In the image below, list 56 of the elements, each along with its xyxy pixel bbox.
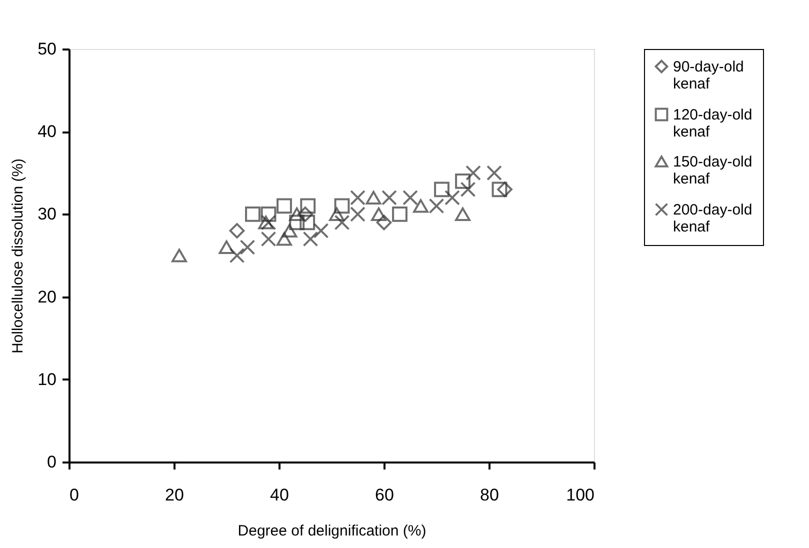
y-tick-label: 10 [38,370,56,389]
point [229,248,245,264]
point [300,214,316,230]
point [276,198,292,214]
point [289,214,305,230]
point [300,198,316,214]
point [260,206,276,222]
x-tick-label: 100 [566,486,594,504]
point [282,224,298,238]
point [371,207,386,222]
y-tick-label: 20 [38,287,56,306]
point [240,240,256,255]
point [402,190,418,206]
point [492,182,508,198]
x-tick-label: 20 [165,486,184,504]
y-tick-label: 50 [38,40,56,58]
point [486,165,502,181]
y-axis-title: Hollocellulose dissolution (%) [10,158,27,354]
point [455,207,470,222]
point [376,214,392,230]
legend-label: 150-day-old kenaf [673,154,752,188]
x-tick-label: 60 [375,486,394,504]
x-tick-label: 0 [70,486,79,504]
legend-label: 200-day-old kenaf [673,202,752,236]
point [460,182,476,198]
y-tick-label: 0 [47,452,56,472]
point [434,182,450,198]
point [245,206,260,222]
x-tick-label: 40 [270,486,289,504]
point [218,240,234,254]
point [392,206,408,222]
point [497,182,512,198]
x-axis-title: Degree of delignification (%) [238,522,426,540]
legend-label: 90-day-old kenaf [673,58,744,92]
point [298,206,313,222]
point [428,198,444,214]
point [444,190,460,206]
point [313,223,329,238]
point [289,207,305,222]
point [172,248,187,262]
point [455,173,470,189]
point [258,216,274,230]
point [302,231,318,247]
y-tick-label: 40 [38,122,56,142]
point [329,207,344,222]
point [466,165,481,181]
point [229,223,245,238]
point [334,214,350,230]
point [334,198,350,214]
x-tick-label: 80 [480,486,499,504]
point [413,199,428,213]
point [382,190,397,206]
point [366,190,382,204]
point [276,232,292,246]
legend-label: 120-day-old kenaf [673,106,752,140]
y-tick-label: 30 [38,204,56,224]
